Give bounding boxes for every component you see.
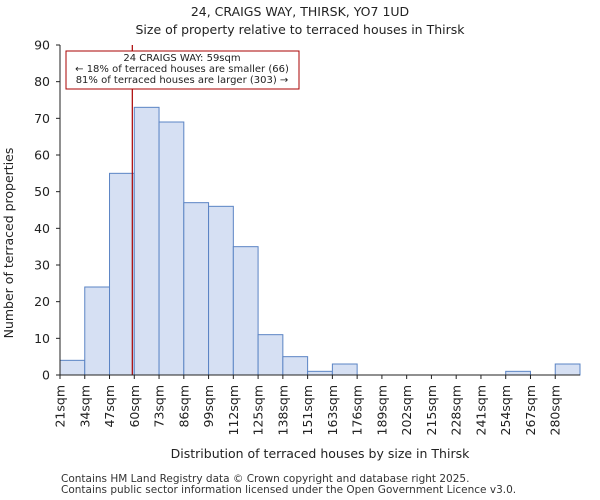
bar-99sqm	[208, 205, 234, 376]
bars-group	[59, 106, 581, 376]
y-tick-label: 80	[34, 74, 50, 89]
y-tick-label: 30	[34, 258, 50, 273]
x-tick-label: 151sqm	[300, 385, 315, 435]
bar-138sqm	[282, 356, 309, 376]
bar-60sqm	[133, 106, 160, 376]
y-tick-label: 70	[34, 111, 50, 126]
x-tick-label: 138sqm	[275, 385, 290, 435]
bar-112sqm	[232, 246, 259, 376]
x-tick-label: 202sqm	[399, 385, 414, 435]
bar-254sqm	[505, 370, 531, 376]
bar-280sqm	[554, 363, 581, 376]
x-tick-label: 60sqm	[127, 385, 142, 428]
x-tick-label: 215sqm	[424, 385, 439, 435]
x-tick-label: 34sqm	[77, 385, 92, 428]
x-tick-label: 112sqm	[226, 385, 241, 435]
x-tick-label: 267sqm	[523, 385, 538, 435]
y-axis-label: Number of terraced properties	[1, 148, 16, 339]
x-tick-label: 176sqm	[350, 385, 365, 435]
bar-151sqm	[307, 370, 333, 376]
annotation-line-larger: 81% of terraced houses are larger (303) …	[76, 75, 289, 86]
chart-subtitle: Size of property relative to terraced ho…	[135, 22, 465, 37]
annotation-line-property: 24 CRAIGS WAY: 59sqm	[123, 53, 240, 64]
annotation-box: 24 CRAIGS WAY: 59sqm ← 18% of terraced h…	[65, 50, 300, 90]
x-ticks: 21sqm 34sqm 47sqm 60sqm 73sqm 86sqm 99sqm 112sq…	[53, 375, 563, 435]
annotation-line-smaller: ← 18% of terraced houses are smaller (66…	[75, 64, 289, 75]
y-ticks: 0 10 20 30 40 50 60 70 80 90	[34, 38, 60, 383]
bar-86sqm	[183, 202, 210, 376]
footer-line-1: Contains HM Land Registry data © Crown c…	[61, 473, 470, 485]
x-tick-label: 228sqm	[449, 385, 464, 435]
y-tick-label: 90	[34, 38, 50, 53]
bar-47sqm	[109, 172, 135, 376]
axes-group	[59, 45, 580, 376]
y-tick-label: 60	[34, 148, 50, 163]
bar-34sqm	[84, 286, 111, 376]
y-tick-label: 20	[34, 294, 50, 309]
x-axis-label: Distribution of terraced houses by size …	[171, 446, 470, 461]
chart-title: 24, CRAIGS WAY, THIRSK, YO7 1UD	[190, 4, 410, 19]
x-tick-label: 86sqm	[176, 385, 191, 428]
y-tick-label: 40	[34, 221, 50, 236]
x-tick-label: 189sqm	[374, 385, 389, 435]
x-tick-label: 163sqm	[325, 385, 340, 435]
annotation-box-frame	[65, 50, 300, 90]
y-tick-label: 50	[34, 184, 50, 199]
x-tick-label: 280sqm	[548, 385, 563, 435]
bar-73sqm	[158, 121, 185, 376]
x-tick-label: 21sqm	[53, 385, 68, 428]
bar-163sqm	[331, 363, 358, 376]
x-tick-label: 254sqm	[498, 385, 513, 435]
x-tick-label: 99sqm	[201, 385, 216, 428]
x-tick-label: 125sqm	[251, 385, 266, 435]
x-tick-label: 47sqm	[102, 385, 117, 428]
y-tick-label: 0	[42, 368, 50, 383]
x-tick-label: 241sqm	[473, 385, 488, 435]
footer-line-2: Contains public sector information licen…	[61, 484, 517, 496]
x-tick-label: 73sqm	[152, 385, 167, 428]
y-tick-label: 10	[34, 331, 50, 346]
bar-125sqm	[257, 334, 284, 376]
bar-21sqm	[59, 359, 86, 376]
